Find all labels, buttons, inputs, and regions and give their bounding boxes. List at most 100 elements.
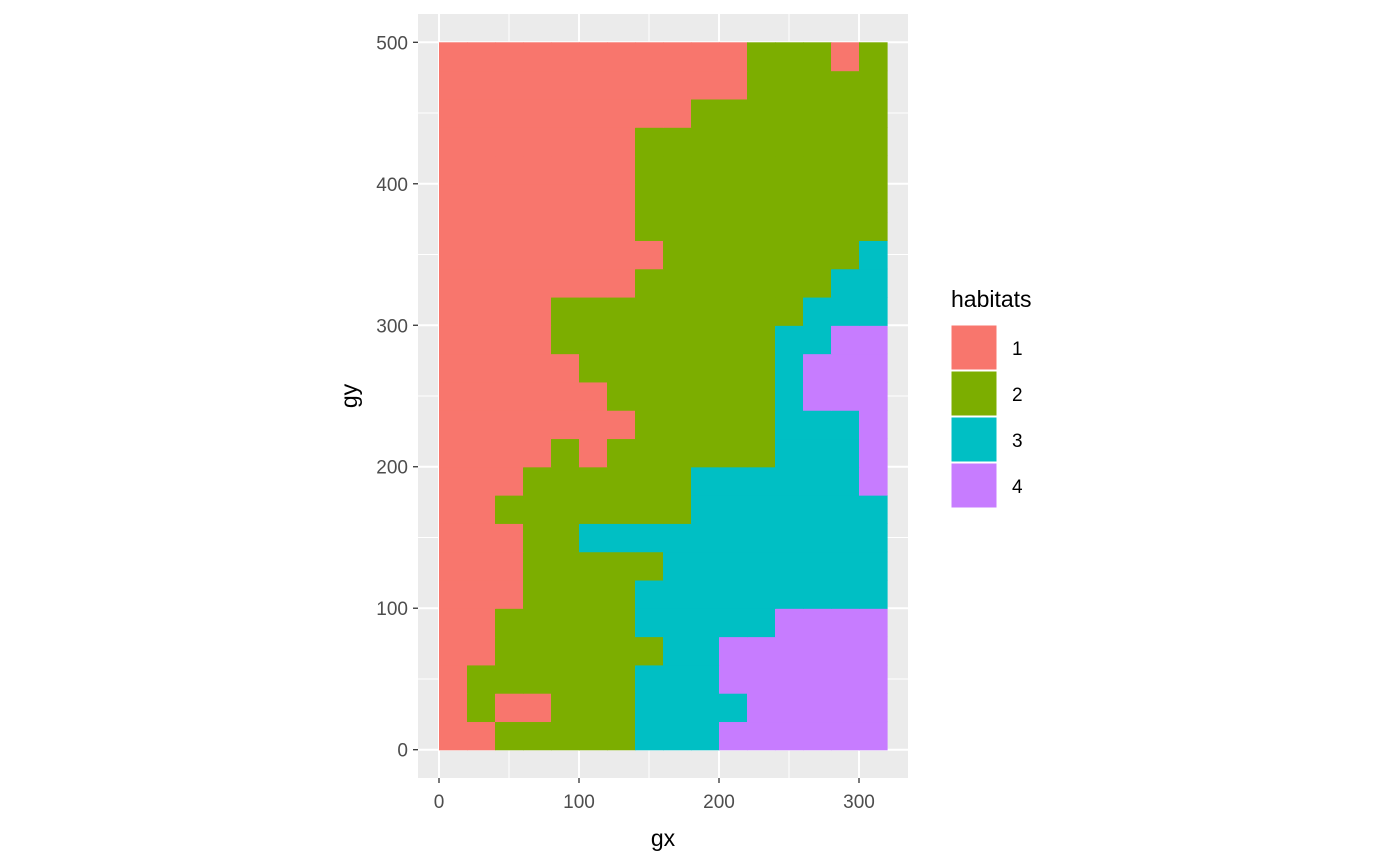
heatmap-cell	[719, 438, 748, 468]
heatmap-cell	[775, 240, 804, 270]
heatmap-cell	[439, 155, 468, 185]
heatmap-cell	[831, 296, 860, 326]
heatmap-cell	[663, 381, 692, 411]
heatmap-cell	[747, 608, 776, 638]
heatmap-cell	[523, 579, 552, 609]
heatmap-cell	[747, 636, 776, 666]
heatmap-cell	[663, 466, 692, 496]
heatmap-cell	[775, 353, 804, 383]
heatmap-cell	[831, 212, 860, 241]
heatmap-cell	[691, 551, 720, 581]
heatmap-cell	[607, 636, 636, 666]
heatmap-cell	[635, 155, 664, 185]
heatmap-cell	[523, 127, 552, 157]
heatmap-cell	[719, 636, 748, 666]
heatmap-cell	[551, 438, 580, 468]
heatmap-cell	[691, 353, 720, 383]
heatmap-cell	[663, 579, 692, 609]
heatmap-cell	[831, 466, 860, 496]
heatmap-cell	[551, 70, 580, 100]
heatmap-cell	[775, 183, 804, 213]
heatmap-cell	[495, 721, 524, 751]
heatmap-cell	[691, 325, 720, 355]
heatmap-cell	[691, 636, 720, 666]
heatmap-cell	[691, 155, 720, 185]
heatmap-cell	[467, 721, 496, 751]
heatmap-cell	[803, 410, 832, 440]
heatmap-cell	[775, 42, 804, 72]
heatmap-cell	[579, 551, 608, 581]
heatmap-cell	[663, 70, 692, 100]
y-tick-label: 400	[376, 175, 408, 196]
heatmap-cell	[579, 70, 608, 100]
legend: habitats 1 2 3 4	[950, 286, 1032, 509]
heatmap-cell	[467, 664, 496, 694]
heatmap-cell	[859, 325, 888, 355]
heatmap-cell	[495, 551, 524, 581]
heatmap-cell	[775, 466, 804, 496]
heatmap-cell	[439, 438, 468, 468]
heatmap-cell	[719, 495, 748, 524]
heatmap-cell	[439, 127, 468, 157]
heatmap-cell	[635, 636, 664, 666]
heatmap-cell	[775, 268, 804, 298]
heatmap-cell	[663, 693, 692, 723]
heatmap-cell	[635, 212, 664, 241]
heatmap-cell	[831, 636, 860, 666]
heatmap-cell	[523, 664, 552, 694]
heatmap-cell	[495, 410, 524, 440]
x-axis-ticks: 0 100 200 300	[434, 778, 875, 813]
heatmap-cell	[663, 495, 692, 524]
heatmap-cell	[635, 183, 664, 213]
heatmap-cell	[467, 268, 496, 298]
heatmap-cell	[859, 296, 888, 326]
heatmap-cell	[747, 438, 776, 468]
heatmap-cell	[691, 127, 720, 157]
heatmap-cell	[663, 240, 692, 270]
heatmap-cell	[439, 693, 468, 723]
heatmap-cell	[663, 155, 692, 185]
heatmap-cell	[635, 495, 664, 524]
heatmap-cell	[523, 70, 552, 100]
heatmap-cell	[803, 183, 832, 213]
heatmap-cell	[635, 42, 664, 72]
heatmap-cell	[551, 155, 580, 185]
heatmap-cell	[803, 721, 832, 751]
heatmap-cell	[719, 325, 748, 355]
heatmap-cell	[523, 523, 552, 553]
heatmap-cell	[747, 523, 776, 553]
heatmap-cell	[803, 551, 832, 581]
heatmap-cell	[551, 353, 580, 383]
heatmap-cell	[635, 664, 664, 694]
heatmap-cell	[495, 438, 524, 468]
heatmap-cell	[775, 721, 804, 751]
heatmap-cell	[551, 325, 580, 355]
heatmap-cell	[775, 438, 804, 468]
legend-entries: 1 2 3 4	[950, 324, 1023, 509]
heatmap-cell	[439, 721, 468, 751]
heatmap-cell	[495, 353, 524, 383]
heatmap-cell	[551, 579, 580, 609]
heatmap-cell	[523, 410, 552, 440]
heatmap-cell	[719, 664, 748, 694]
heatmap-cell	[803, 268, 832, 298]
heatmap-cell	[719, 523, 748, 553]
heatmap-cell	[691, 523, 720, 553]
heatmap-cell	[831, 325, 860, 355]
heatmap-cell	[719, 466, 748, 496]
heatmap-cell	[775, 212, 804, 241]
heatmap-cell	[607, 523, 636, 553]
heatmap-cell	[719, 98, 748, 128]
heatmap-cell	[439, 466, 468, 496]
heatmap-cell	[803, 155, 832, 185]
heatmap-cell	[523, 240, 552, 270]
heatmap-cell	[691, 70, 720, 100]
heatmap-cell	[831, 664, 860, 694]
heatmap-cell	[831, 693, 860, 723]
x-tick-label: 0	[434, 792, 445, 813]
heatmap-cell	[831, 127, 860, 157]
heatmap-cell	[523, 183, 552, 213]
heatmap-cell	[495, 42, 524, 72]
heatmap-cell	[635, 98, 664, 128]
heatmap-cell	[747, 127, 776, 157]
